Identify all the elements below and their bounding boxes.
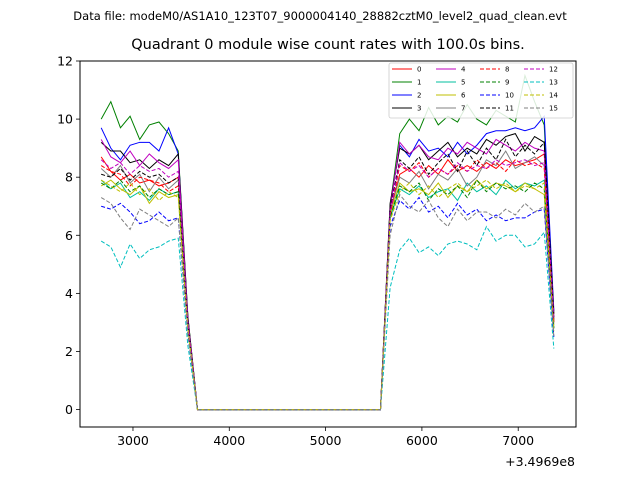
series-line-1: [100, 73, 555, 411]
legend-label-15: 15: [549, 105, 558, 113]
y-tick-label: 8: [65, 170, 73, 185]
x-axis-ticks: 3000 4000 5000 6000 7000: [117, 427, 534, 448]
series-line-10: [101, 196, 555, 411]
legend-label-12: 12: [549, 66, 558, 74]
legend-label-1: 1: [417, 79, 421, 87]
series-line-3: [100, 133, 555, 411]
series-line-9: [100, 179, 555, 411]
legend-label-7: 7: [461, 105, 465, 113]
series-line-5: [100, 179, 555, 411]
series-line-4: [100, 138, 555, 411]
legend-label-5: 5: [461, 79, 465, 87]
x-tick-label: 5000: [310, 433, 342, 448]
x-tick-label: 4000: [213, 433, 245, 448]
y-tick-label: 6: [65, 228, 73, 243]
legend-label-13: 13: [549, 79, 558, 87]
chart-title: Quadrant 0 module wise count rates with …: [131, 37, 525, 53]
legend-label-9: 9: [505, 79, 509, 87]
legend-label-10: 10: [505, 92, 514, 100]
legend-label-11: 11: [505, 105, 514, 113]
y-tick-label: 12: [57, 54, 73, 69]
legend-label-2: 2: [417, 92, 421, 100]
legend-label-14: 14: [549, 92, 558, 100]
series-line-6: [100, 179, 555, 411]
figure-suptitle: Data file: modeM0/AS1A10_123T07_90000041…: [73, 9, 567, 23]
legend-box: [388, 62, 574, 119]
y-tick-label: 4: [65, 286, 73, 301]
legend-label-6: 6: [461, 92, 466, 100]
legend-label-8: 8: [505, 66, 509, 74]
series-line-13: [100, 225, 555, 411]
series-line-14: [100, 179, 555, 411]
x-tick-label: 3000: [117, 433, 149, 448]
x-axis-offset-label: +3.4969e8: [505, 454, 575, 469]
y-tick-label: 0: [65, 402, 73, 417]
series-line-7: [100, 150, 555, 411]
y-axis-ticks: 0 2 4 6 8 10 12: [57, 54, 80, 417]
series-line-8: [100, 159, 555, 411]
x-tick-label: 6000: [406, 433, 438, 448]
series-line-15: [100, 193, 555, 411]
axes-frame: [79, 60, 577, 428]
legend-label-4: 4: [461, 66, 466, 74]
legend-label-0: 0: [417, 66, 421, 74]
x-tick-label: 7000: [502, 433, 534, 448]
y-tick-label: 2: [65, 344, 73, 359]
legend-label-3: 3: [417, 105, 421, 113]
series-line-12: [100, 159, 555, 411]
y-tick-label: 10: [57, 112, 73, 127]
plot-lines: [100, 73, 555, 411]
series-line-11: [101, 138, 555, 411]
